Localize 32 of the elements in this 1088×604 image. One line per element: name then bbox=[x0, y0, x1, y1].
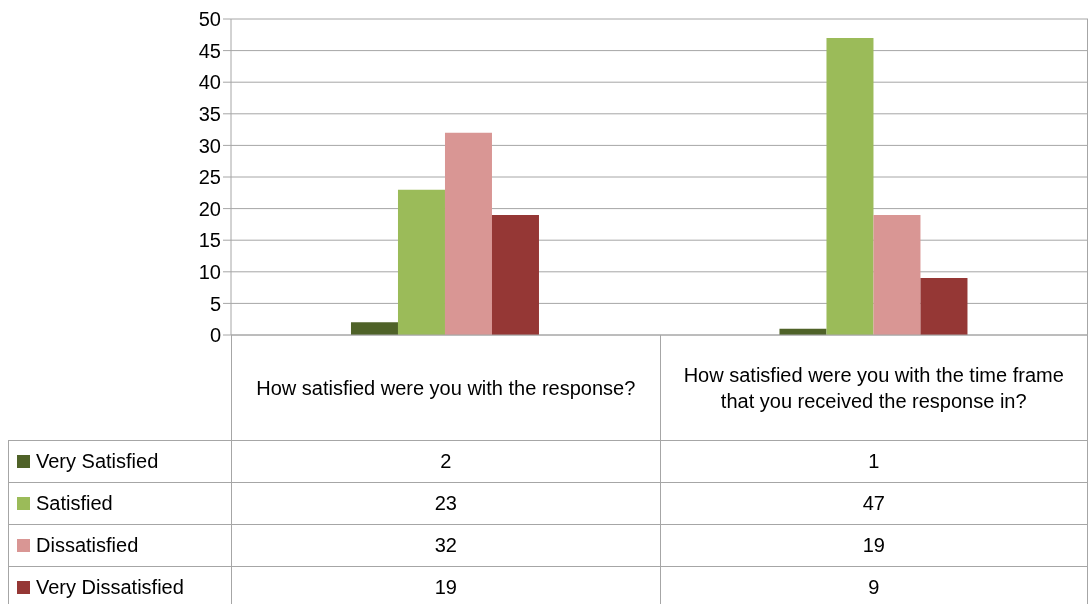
x-tick-label: How satisfied were you with the response? bbox=[256, 375, 636, 401]
y-tick-label: 0 bbox=[209, 324, 221, 347]
y-tick-label: 30 bbox=[198, 134, 221, 157]
y-tick-label: 5 bbox=[209, 292, 221, 315]
bar bbox=[397, 189, 445, 335]
y-tick-label: 20 bbox=[198, 197, 221, 220]
legend-label: Very Satisfied bbox=[36, 450, 159, 473]
data-label: 9 bbox=[659, 566, 1088, 604]
data-label: 19 bbox=[659, 524, 1088, 566]
legend-label: Satisfied bbox=[36, 492, 113, 515]
y-tick-label: 35 bbox=[198, 102, 221, 125]
x-tick-label: How satisfied were you with the time frame that you received the response in? bbox=[682, 362, 1065, 414]
bar bbox=[826, 37, 874, 335]
y-tick-label: 25 bbox=[198, 166, 221, 189]
y-tick-label: 45 bbox=[198, 39, 221, 62]
data-label: 19 bbox=[231, 566, 660, 604]
data-label: 23 bbox=[231, 482, 660, 524]
data-label: 47 bbox=[659, 482, 1088, 524]
legend-label: Very Dissatisfied bbox=[36, 575, 184, 599]
y-tick-label: 10 bbox=[198, 260, 221, 283]
bar bbox=[920, 278, 968, 335]
bar bbox=[491, 214, 539, 335]
bar bbox=[444, 132, 492, 335]
legend-label: Dissatisfied bbox=[36, 534, 139, 557]
data-label: 32 bbox=[231, 524, 660, 566]
bar bbox=[873, 214, 921, 335]
data-label: 2 bbox=[231, 440, 660, 482]
y-tick-label: 50 bbox=[198, 8, 221, 31]
bar bbox=[350, 322, 398, 335]
y-tick-label: 40 bbox=[198, 71, 221, 94]
y-tick-label: 15 bbox=[198, 229, 221, 252]
data-label: 1 bbox=[659, 440, 1088, 482]
